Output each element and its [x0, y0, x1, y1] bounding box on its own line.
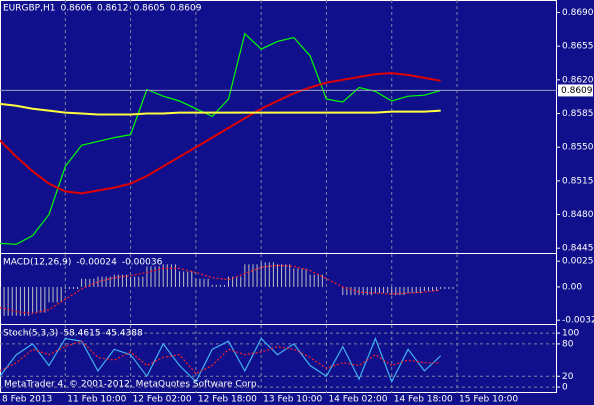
y-tick-label: 0.8515	[562, 176, 594, 186]
y-tick-label: 0.0025	[562, 257, 594, 267]
y-tick-label: 100	[562, 329, 579, 339]
x-tick-label: 14 Feb 02:00	[328, 395, 387, 405]
y-tick-label: 0.00	[562, 282, 582, 292]
watermark: MetaTrader 4, © 2001-2012, MetaQuotes So…	[4, 380, 260, 390]
y-tick-label: 0.8550	[562, 143, 594, 153]
y-tick-label: 0.8690	[562, 8, 594, 18]
x-tick-label: 12 Feb 18:00	[198, 395, 257, 405]
x-tick-label: 15 Feb 10:00	[459, 395, 518, 405]
series-line	[0, 32, 441, 245]
series-line	[0, 336, 442, 384]
x-tick-label: 12 Feb 02:00	[133, 395, 192, 405]
panel-reading: 58.4615	[63, 329, 100, 339]
panel-reading: -0.00036	[122, 258, 163, 268]
y-tick-label: 0	[562, 383, 568, 393]
frame	[0, 0, 557, 393]
x-tick-label: 8 Feb 2013	[2, 395, 52, 405]
panel-title: Stoch(5,3,3)	[3, 329, 58, 339]
y-tick-label: 0.8655	[562, 42, 594, 52]
panel-reading: 0.8606	[60, 4, 92, 14]
panel-reading: 45.4388	[106, 329, 143, 339]
series-line	[0, 340, 441, 375]
panel-title: EURGBP,H1	[3, 4, 55, 14]
panel-title: MACD(12,26,9)	[3, 258, 71, 268]
panel-reading: 0.8612	[97, 4, 129, 14]
series-line	[0, 72, 441, 195]
panel-reading: 0.8605	[133, 4, 165, 14]
x-tick-label: 13 Feb 10:00	[263, 395, 322, 405]
series-line	[0, 264, 441, 315]
last-price-box	[558, 84, 593, 97]
y-tick-label: 0.8620	[562, 75, 594, 85]
x-tick-label: 14 Feb 18:00	[394, 395, 453, 405]
panel-reading: -0.00024	[76, 258, 117, 268]
y-tick-label: -0.00323	[562, 316, 594, 326]
y-tick-label: 80	[562, 339, 574, 349]
panel-reading: 0.8609	[170, 4, 202, 14]
y-tick-label: 20	[562, 372, 574, 382]
last-price-label: 0.8609	[561, 86, 593, 96]
x-tick-label: 11 Feb 10:00	[67, 395, 126, 405]
series-line	[0, 102, 441, 116]
y-tick-label: 0.8480	[562, 210, 594, 220]
y-tick-label: 0.8585	[562, 109, 594, 119]
y-tick-label: 0.8445	[562, 244, 594, 254]
